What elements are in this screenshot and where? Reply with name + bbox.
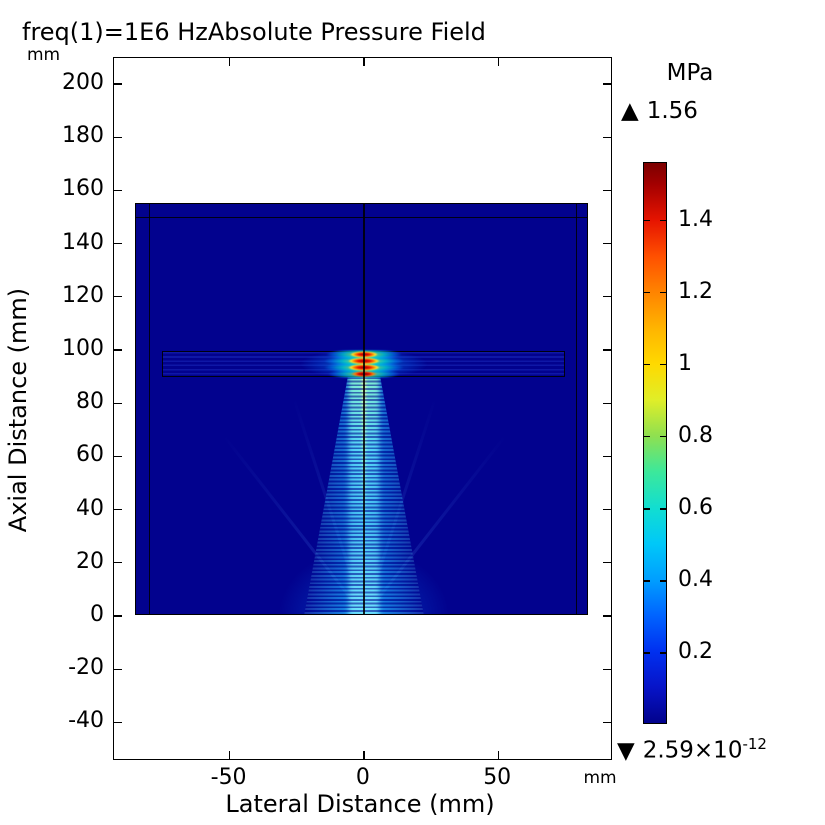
y-axis-tick (603, 615, 611, 617)
min-marker-icon: ▼ (617, 737, 635, 764)
y-axis-tick (603, 136, 611, 138)
y-tick-label: 100 (62, 336, 104, 361)
colorbar-tick (644, 291, 650, 294)
y-tick-label: 160 (62, 176, 104, 202)
y-tick-label: 20 (76, 548, 104, 574)
colorbar-tick (644, 219, 650, 222)
y-axis-tick (114, 508, 122, 511)
y-axis-tick (603, 562, 611, 564)
colorbar-tick (660, 364, 666, 366)
colorbar-min-value: 2.59×10 (642, 737, 743, 764)
colorbar-tick-label: 0.6 (678, 494, 713, 520)
x-axis-tick (497, 58, 499, 66)
x-axis-title: Lateral Distance (mm) (225, 790, 495, 818)
y-axis-tick (114, 83, 122, 85)
x-axis-unit-label: mm (583, 768, 617, 788)
colorbar-tick-label: 1 (678, 350, 692, 376)
y-axis-tick (603, 296, 611, 298)
pml-boundary-top (136, 217, 587, 219)
x-tick-label: -50 (210, 765, 247, 790)
colorbar-tick-label: 1.2 (678, 278, 713, 304)
y-axis-tick (603, 455, 611, 458)
y-axis-tick (114, 349, 122, 351)
colorbar-min-row: ▼ 2.59×10-12 (617, 735, 767, 764)
y-axis-unit-label: mm (27, 45, 61, 65)
y-tick-label: -40 (68, 708, 104, 734)
colorbar-tick (660, 291, 666, 294)
x-axis-tick (497, 751, 499, 759)
colorbar-tick (644, 436, 650, 438)
y-axis-tick (603, 402, 611, 404)
pressure-field-heatmap (135, 203, 588, 615)
y-tick-label: 140 (62, 229, 104, 255)
colorbar-tick (660, 652, 666, 654)
x-tick-label: 0 (355, 765, 370, 790)
y-tick-label: 80 (76, 389, 104, 415)
y-axis-tick (114, 615, 122, 617)
plot-area-frame (113, 57, 612, 760)
colorbar-max-row: ▲ 1.56 (621, 98, 698, 124)
colorbar-tick-label: 0.4 (678, 566, 713, 592)
x-tick-label: 50 (483, 765, 512, 790)
y-axis-tick (114, 189, 122, 192)
y-axis-title: Axial Distance (mm) (4, 287, 32, 533)
symmetry-axis-line (363, 204, 365, 614)
x-axis-tick (228, 751, 231, 759)
colorbar-tick (660, 219, 666, 222)
y-axis-tick (114, 455, 122, 458)
y-tick-label: 0 (90, 602, 104, 627)
y-tick-label: 180 (62, 123, 104, 149)
y-tick-label: 40 (76, 495, 104, 521)
y-axis-tick (603, 721, 611, 724)
colorbar-tick (644, 580, 650, 582)
x-axis-tick (228, 58, 231, 66)
y-axis-tick (114, 668, 122, 670)
y-axis-tick (603, 668, 611, 670)
colorbar-tick (644, 508, 650, 510)
colorbar-tick (660, 508, 666, 510)
colorbar-tick (660, 580, 666, 582)
colorbar-tick (660, 436, 666, 438)
y-axis-tick (114, 242, 122, 245)
y-axis-tick (603, 508, 611, 511)
colorbar (643, 162, 667, 724)
colorbar-tick-label: 0.8 (678, 422, 713, 448)
colorbar-tick-label: 0.2 (678, 638, 713, 664)
y-axis-tick (114, 402, 122, 404)
colorbar-tick-label: 1.4 (678, 206, 713, 232)
colorbar-min-exponent: -12 (742, 735, 767, 753)
max-marker-icon: ▲ (621, 98, 639, 124)
colorbar-unit-label: MPa (666, 60, 714, 86)
y-axis-tick (114, 721, 122, 724)
y-axis-tick (603, 242, 611, 245)
x-axis-tick (363, 58, 365, 66)
colorbar-tick (644, 652, 650, 654)
x-axis-tick (363, 751, 365, 759)
colorbar-tick (644, 364, 650, 366)
y-axis-tick (114, 562, 122, 564)
y-axis-tick (114, 296, 122, 298)
y-tick-label: -20 (68, 655, 104, 681)
y-tick-label: 200 (62, 70, 104, 95)
plot-title: freq(1)=1E6 HzAbsolute Pressure Field (22, 18, 486, 46)
y-axis-tick (603, 349, 611, 351)
colorbar-max-value: 1.56 (646, 98, 698, 124)
y-tick-label: 120 (62, 282, 104, 308)
y-axis-tick (114, 136, 122, 138)
y-axis-tick (603, 189, 611, 192)
y-axis-tick (603, 83, 611, 85)
y-tick-label: 60 (76, 442, 104, 468)
pml-boundary-left (148, 204, 150, 614)
pml-boundary-right (576, 204, 578, 614)
